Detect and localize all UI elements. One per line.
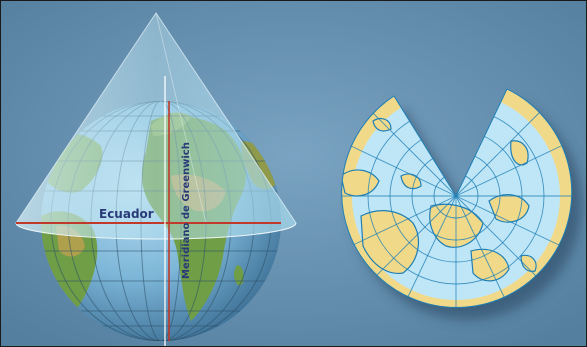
- equator-label: Ecuador: [99, 207, 154, 221]
- projection-cone: [15, 12, 297, 240]
- map-outline: [341, 88, 573, 308]
- conic-map: [341, 88, 582, 320]
- greenwich-meridian-label: Meridiano de Greenwich: [181, 142, 192, 279]
